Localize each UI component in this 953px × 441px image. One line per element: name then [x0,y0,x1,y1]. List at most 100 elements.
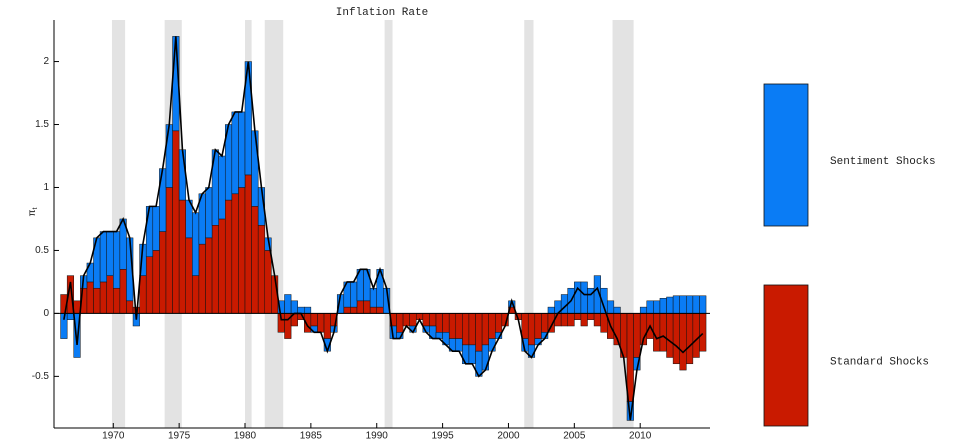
bar-segment [369,287,377,308]
bar-segment [481,344,489,371]
bar-segment [350,281,358,308]
bar-segment [172,130,180,314]
bar-segment [231,111,239,195]
bar-segment [475,313,483,352]
bar-segment [145,206,154,257]
bar-segment [666,296,674,314]
bar-segment [633,313,641,358]
bar-segment [686,295,694,314]
bar-segment [455,313,463,339]
bar-segment [442,313,450,333]
bar-segment [356,300,364,314]
bar-segment [244,174,252,314]
bar-segment [198,243,206,314]
legend-swatch [763,83,809,227]
bar-segment [580,313,588,327]
bar-segment [165,124,173,188]
y-tick-label: 1.5 [35,119,49,130]
bar-segment [99,281,107,314]
bar-segment [613,306,621,314]
y-axis-label: πt [27,208,39,217]
x-tick-label: 1970 [102,431,125,441]
bar-segment [692,313,700,358]
bar-segment [231,193,239,314]
bar-segment [363,300,371,314]
bar-segment [152,206,160,251]
y-label-main: π [27,209,38,216]
recession-band [111,20,126,428]
bar-segment [574,313,582,320]
bar-segment [593,313,601,327]
bar-segment [251,130,259,207]
bar-segment [495,313,503,333]
y-tick-label: 1 [43,182,49,193]
bar-segment [66,313,75,320]
bar-segment [521,313,529,339]
bar-segment [93,287,101,314]
bar-segment [448,313,457,339]
x-tick-label: 2000 [497,431,520,441]
bar-segment [422,313,430,327]
bar-segment [600,313,608,333]
bar-segment [659,298,667,314]
bar-segment [462,313,470,346]
bar-segment [455,338,463,352]
bar-segment [211,225,219,314]
bar-segment [429,313,437,327]
bar-segment [567,313,575,327]
bar-segment [205,237,213,314]
bar-segment [165,187,173,314]
bar-segment [488,338,496,352]
bar-segment [527,313,536,346]
bar-segment [145,256,154,314]
bar-segment [238,111,246,188]
bar-segment [686,313,694,365]
bar-segment [488,313,496,339]
bar-segment [435,332,443,339]
x-tick-label: 2010 [629,431,652,441]
bar-segment [560,313,568,327]
bar-segment [435,313,443,333]
bar-segment [106,231,114,276]
bar-segment [73,300,81,314]
bar-segment [139,275,147,314]
total-line [63,36,704,421]
x-tick-label: 1995 [431,431,454,441]
bar-segment [159,231,167,314]
bar-segment [646,300,654,314]
bar-segment [113,287,121,314]
chart-title: Inflation Rate [336,7,428,19]
bar-segment [119,269,127,314]
bar-segment [350,306,358,314]
bar-segment [653,313,661,352]
bar-segment [468,344,476,365]
bar-segment [626,313,634,402]
bar-segment [106,275,114,314]
bar-segment [653,300,661,314]
bar-segment [304,306,312,314]
bar-segment [554,313,562,327]
bar-segment [290,300,298,314]
bar-segment [284,294,292,314]
bar-segment [224,199,233,314]
bar-segment [639,306,648,314]
x-tick-label: 2005 [563,431,586,441]
bar-segment [178,149,186,201]
bar-segment [659,313,667,352]
bar-segment [310,313,318,327]
bar-segment [178,199,186,314]
bar-segment [317,313,325,333]
bar-segment [218,155,226,220]
bar-segment [264,250,272,314]
bar-segment [409,313,417,327]
bar-segment [396,313,404,333]
bar-segment [99,231,107,283]
bar-segment [323,313,331,339]
bar-segment [402,313,410,327]
bar-segment [468,313,476,346]
bar-segment [205,187,213,239]
bar-segment [580,281,588,314]
x-tick-label: 1980 [234,431,257,441]
bar-segment [679,313,687,371]
bar-segment [666,313,674,358]
